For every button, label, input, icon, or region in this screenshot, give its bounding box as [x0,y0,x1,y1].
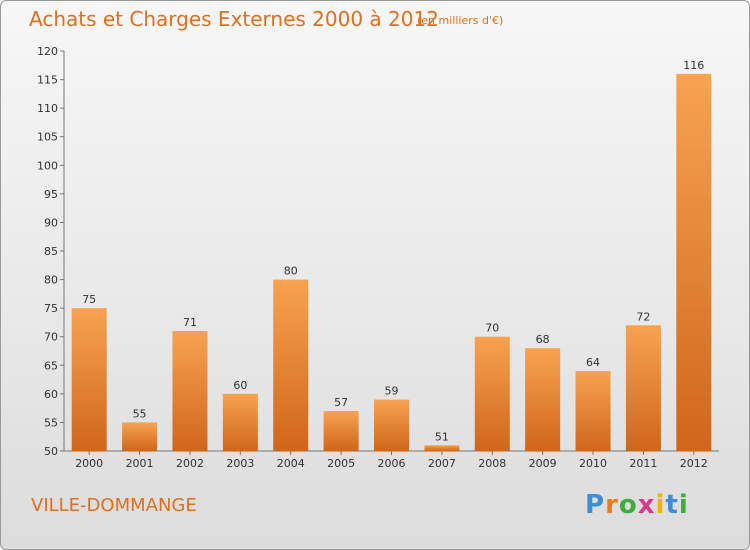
bar [374,399,409,451]
data-label: 68 [536,333,550,346]
data-label: 59 [385,385,399,398]
y-tick-label: 95 [44,188,58,201]
data-label: 51 [435,430,449,443]
data-label: 80 [284,265,298,278]
bar [474,336,510,451]
y-tick-label: 105 [37,131,58,144]
bar [625,325,661,451]
y-tick-label: 85 [44,245,58,258]
bar [575,371,611,451]
x-tick-label: 2004 [277,457,305,470]
data-label: 55 [133,407,147,420]
x-tick-label: 2001 [126,457,154,470]
bar [222,393,258,451]
data-label: 60 [233,379,247,392]
bar [172,331,208,451]
chart-subtitle: (en milliers d'€) [417,14,504,27]
x-tick-label: 2011 [629,457,657,470]
commune-name: VILLE-DOMMANGE [31,495,197,516]
x-tick-label: 2009 [529,457,557,470]
logo-letter: P [585,490,606,520]
logo-letter: t [665,490,679,520]
chart-title: Achats et Charges Externes 2000 à 2012 [29,7,439,31]
y-tick-label: 55 [44,416,58,429]
bar [71,308,107,451]
x-tick-label: 2000 [75,457,103,470]
logo-letter: r [605,490,619,520]
x-tick-label: 2012 [680,457,708,470]
y-tick-label: 75 [44,302,58,315]
y-tick-label: 115 [37,74,58,87]
x-tick-label: 2003 [226,457,254,470]
data-label: 116 [683,59,704,72]
y-tick-label: 90 [44,216,58,229]
y-tick-label: 60 [44,388,58,401]
data-label: 72 [636,310,650,323]
logo-letter: o [618,490,638,520]
x-tick-label: 2010 [579,457,607,470]
y-tick-label: 120 [37,45,58,58]
logo-letter: x [637,490,656,520]
logo-letter: i [655,490,666,520]
logo-letter: i [678,490,689,520]
bar [424,445,460,451]
bar [525,348,561,451]
proxiti-logo: Proxiti [585,490,689,520]
y-tick-label: 70 [44,331,58,344]
data-label: 57 [334,396,348,409]
x-tick-label: 2008 [478,457,506,470]
y-tick-label: 100 [37,159,58,172]
y-tick-label: 80 [44,274,58,287]
x-tick-label: 2006 [378,457,406,470]
x-tick-label: 2005 [327,457,355,470]
bar [676,73,712,451]
x-tick-label: 2007 [428,457,456,470]
x-tick-label: 2002 [176,457,204,470]
data-label: 64 [586,356,600,369]
y-tick-label: 50 [44,445,58,458]
bar [122,422,158,451]
data-label: 71 [183,316,197,329]
bar [273,279,309,451]
data-label: 70 [485,322,499,335]
y-tick-label: 65 [44,359,58,372]
bar [323,411,359,451]
y-tick-label: 110 [37,102,58,115]
data-label: 75 [82,293,96,306]
